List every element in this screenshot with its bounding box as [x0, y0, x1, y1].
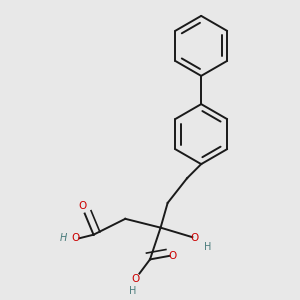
Text: O: O — [72, 233, 80, 243]
Text: O: O — [79, 202, 87, 212]
Text: O: O — [132, 274, 140, 284]
Text: O: O — [190, 233, 198, 243]
Text: O: O — [169, 251, 177, 261]
Text: H: H — [60, 233, 67, 243]
Text: H: H — [129, 286, 136, 296]
Text: H: H — [204, 242, 211, 252]
